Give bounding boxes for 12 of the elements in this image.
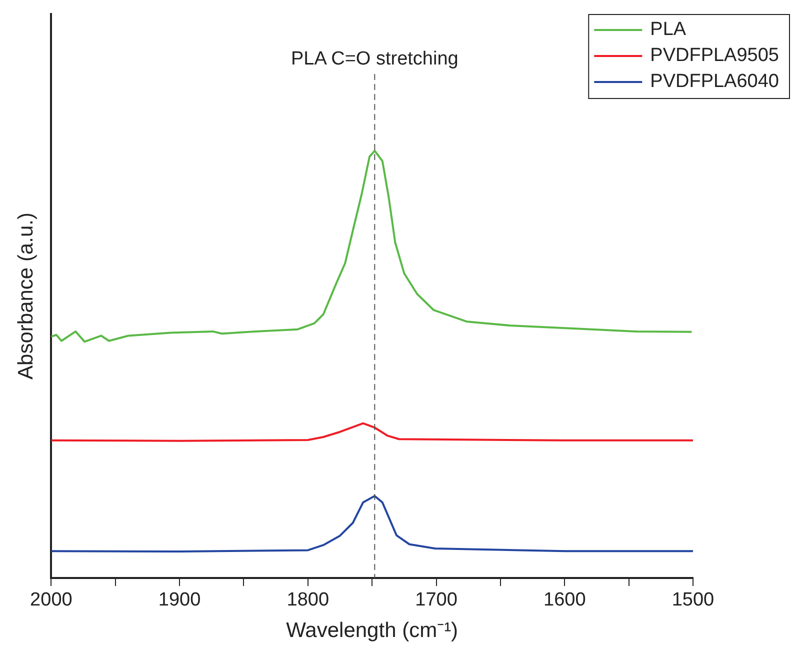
x-tick-label: 1700 <box>415 590 458 611</box>
x-tick-label: 1900 <box>158 590 201 611</box>
x-tick-label: 2000 <box>30 590 72 611</box>
x-tick-label: 1600 <box>544 590 586 611</box>
legend-label: PVDFPLA6040 <box>650 71 780 92</box>
x-tick-label: 1500 <box>672 590 714 611</box>
ref-line-label: PLA C=O stretching <box>290 48 458 70</box>
x-axis-title: Wavelength (cm⁻¹) <box>286 619 458 642</box>
legend-label: PLA <box>650 19 686 40</box>
legend-label: PVDFPLA9505 <box>650 45 780 66</box>
y-axis-title: Absorbance (a.u.) <box>14 212 38 380</box>
x-tick-label: 1800 <box>286 590 330 611</box>
